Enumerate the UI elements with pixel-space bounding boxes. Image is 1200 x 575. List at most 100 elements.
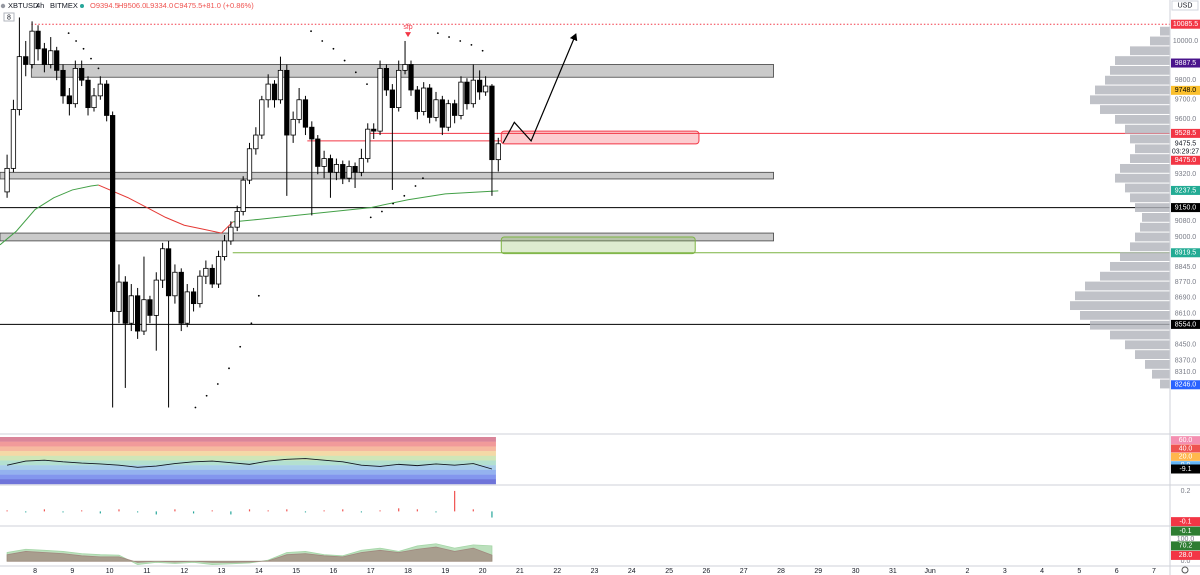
candle-body	[259, 99, 265, 136]
x-tick-label: 7	[1152, 568, 1156, 575]
candle-body	[315, 138, 321, 167]
histogram-bar	[137, 511, 139, 513]
y-tick-label: 8370.0	[1175, 357, 1197, 364]
candle-body	[365, 128, 371, 159]
sar-dot	[448, 36, 450, 38]
indicator-badge[interactable]: 8	[7, 14, 11, 21]
sar-dot	[354, 71, 357, 74]
candle-body	[383, 68, 390, 91]
y-tick-label: 40.0	[1179, 445, 1193, 452]
price-tag	[1171, 203, 1200, 213]
candle-body	[302, 99, 309, 128]
candle-body	[421, 87, 427, 112]
indicator-badge-box[interactable]	[3, 12, 15, 22]
candle-body	[340, 164, 346, 179]
ohlc-high: H9506.0	[118, 1, 146, 10]
volume-profile-bar	[1125, 340, 1170, 350]
candle-body	[439, 99, 445, 128]
sar-dot	[366, 83, 368, 85]
x-tick-label: 23	[591, 568, 599, 575]
ohlc-open: O9394.5	[90, 1, 119, 10]
y-tick-label: 9000.0	[1175, 234, 1197, 241]
candle-body	[141, 299, 147, 332]
candle-body	[178, 271, 184, 324]
candle-body	[97, 83, 103, 97]
currency-box[interactable]	[1171, 0, 1199, 11]
x-tick-label: 3	[1003, 568, 1007, 575]
volume-profile-bar	[1085, 281, 1170, 291]
x-tick-label: 30	[852, 568, 860, 575]
x-tick-label: 10	[106, 568, 114, 575]
candle-body	[396, 69, 402, 109]
annotation-label: sfp	[403, 24, 412, 31]
y-tick-label: 8770.0	[1175, 279, 1197, 286]
volume-profile-bar	[1115, 173, 1170, 183]
price-tag	[1171, 248, 1200, 258]
volume-profile-bar	[1142, 212, 1170, 222]
moving-average	[98, 184, 234, 234]
oscillator-band	[0, 451, 496, 456]
candle-body	[209, 267, 215, 285]
histogram-bar	[192, 511, 195, 514]
x-tick-label: 18	[404, 568, 412, 575]
candle-body	[309, 126, 315, 140]
price-tag-label: 8919.5	[1175, 250, 1197, 257]
volume-profile-bar	[1110, 261, 1170, 271]
candle-body	[165, 248, 172, 297]
x-tick-label: 29	[814, 568, 822, 575]
candle-body	[271, 83, 278, 101]
candle-body	[104, 83, 110, 116]
volume-profile-bar	[1160, 379, 1170, 389]
volume-profile-bar	[1135, 203, 1170, 212]
x-tick-label: 6	[1115, 568, 1119, 575]
y-tick-tag	[1171, 452, 1200, 461]
sar-dot	[216, 383, 219, 385]
ohlc-close: C9475.5	[174, 1, 202, 10]
candle-body	[495, 143, 501, 161]
y-tick-label: 9080.0	[1175, 218, 1197, 225]
sar-dot	[369, 216, 372, 219]
sar-dot	[82, 47, 85, 50]
oscillator-band	[0, 455, 496, 461]
price-tag-label: 28.0	[1179, 552, 1193, 559]
histogram-bar	[398, 508, 400, 512]
histogram-bar	[43, 509, 45, 512]
price-tag	[1171, 526, 1200, 536]
candle-body	[427, 87, 433, 118]
y-tick-label: 0.2	[1181, 488, 1191, 495]
volume-profile-bar	[1115, 56, 1170, 65]
candle-body	[4, 167, 10, 193]
y-tick-tag	[1171, 444, 1200, 453]
x-tick-label: 13	[218, 568, 226, 575]
currency[interactable]: USD	[1178, 2, 1193, 9]
candle-body	[346, 166, 352, 179]
x-tick-label: Jun	[925, 568, 936, 575]
candle-body	[23, 56, 29, 65]
symbol[interactable]: XBTUSD	[8, 1, 39, 10]
interval[interactable]: 4h	[36, 1, 44, 10]
volume-profile-bar	[1070, 301, 1170, 310]
y-tick-label: 8845.0	[1175, 264, 1197, 271]
candle-body	[290, 118, 296, 136]
settings-icon[interactable]	[1181, 566, 1189, 574]
oscillator-line	[6, 458, 493, 470]
x-tick-label: 24	[628, 568, 636, 575]
x-tick-label: 27	[740, 568, 748, 575]
box	[500, 130, 700, 145]
candle-body	[433, 99, 439, 118]
volume-profile-bar	[1125, 124, 1170, 134]
candle-body	[159, 248, 166, 281]
sar-dot	[414, 185, 417, 187]
histogram-bar	[416, 509, 418, 512]
sar-dot	[310, 30, 312, 33]
main-layer: sfp	[0, 17, 578, 565]
sar-dot	[422, 177, 424, 180]
candle-body	[85, 79, 91, 109]
volume-profile-bar	[1152, 369, 1170, 379]
oscillator-band	[0, 441, 496, 447]
x-tick-label: 9	[70, 568, 74, 575]
oscillator-band	[0, 465, 496, 471]
histogram-bar	[155, 511, 157, 515]
oscillator-band	[0, 437, 496, 442]
candle-body	[221, 240, 228, 257]
